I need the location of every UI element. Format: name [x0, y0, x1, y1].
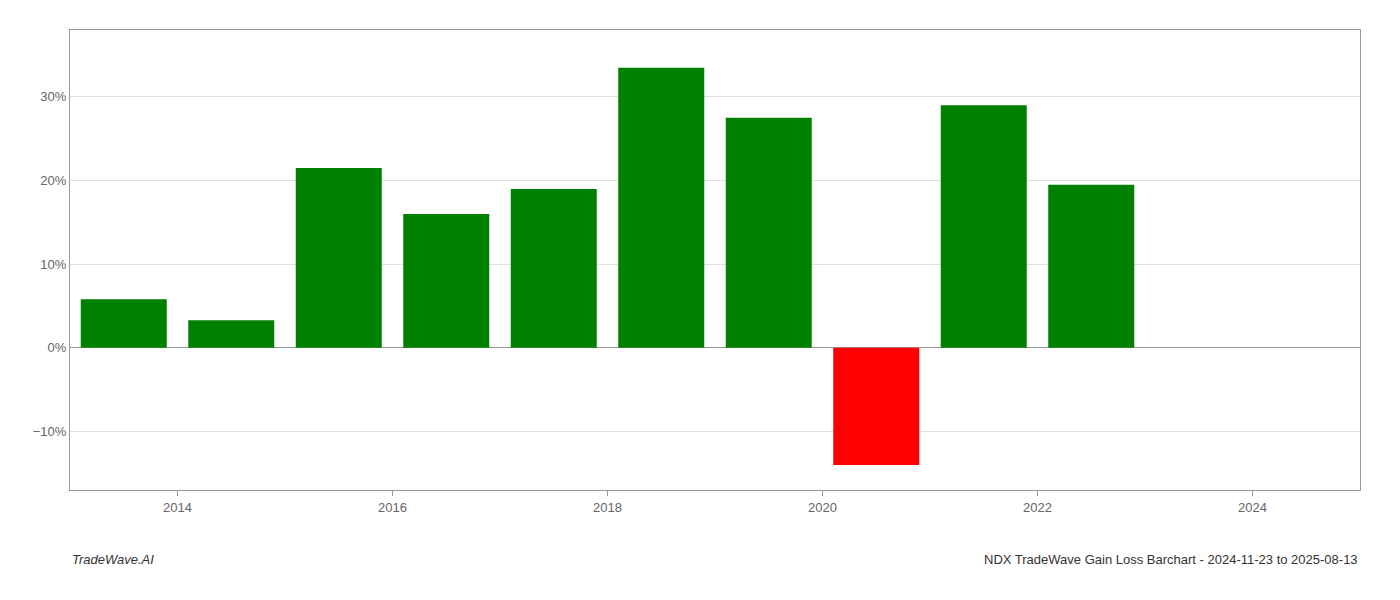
svg-text:NDX TradeWave Gain Loss Barcha: NDX TradeWave Gain Loss Barchart - 2024-… [984, 552, 1358, 567]
svg-text:2024: 2024 [1238, 500, 1267, 515]
svg-text:0%: 0% [48, 340, 67, 355]
svg-text:2016: 2016 [378, 500, 407, 515]
svg-text:30%: 30% [40, 89, 66, 104]
svg-text:2018: 2018 [593, 500, 622, 515]
svg-text:−10%: −10% [33, 424, 67, 439]
svg-text:TradeWave.AI: TradeWave.AI [72, 552, 154, 567]
svg-text:10%: 10% [40, 257, 66, 272]
svg-text:2020: 2020 [808, 500, 837, 515]
svg-text:20%: 20% [40, 173, 66, 188]
svg-text:2014: 2014 [163, 500, 192, 515]
svg-text:2022: 2022 [1023, 500, 1052, 515]
